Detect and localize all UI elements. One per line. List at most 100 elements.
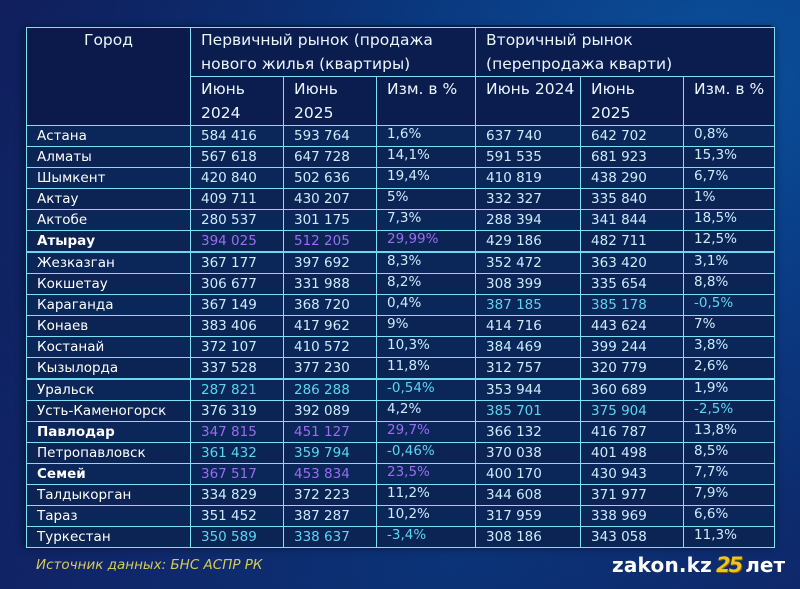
cell-primary-change: 23,5%	[375, 463, 477, 485]
cell-primary-2024: 361 432	[190, 442, 284, 464]
cell-secondary-2024: 385 701	[475, 400, 582, 422]
header-text: Июнь 2024	[486, 80, 575, 98]
cell-secondary-change: -0,5%	[683, 294, 776, 316]
column-header-secondary-2024: Июнь 2024	[475, 76, 582, 126]
cell-primary-2024: 567 618	[190, 146, 284, 168]
cell-city: Петропавловск	[26, 442, 191, 464]
cell-primary-2025: 502 636	[283, 167, 377, 189]
cell-secondary-change: 13,8%	[683, 421, 776, 443]
cell-secondary-change: 8,5%	[683, 442, 776, 464]
cell-secondary-2024: 366 132	[475, 421, 582, 443]
cell-secondary-change: 3,1%	[683, 251, 776, 274]
cell-primary-change: 5%	[375, 188, 477, 210]
cell-primary-change: 29,99%	[375, 230, 477, 253]
cell-secondary-2024: 352 472	[475, 251, 582, 274]
header-text: 2024	[201, 104, 241, 122]
cell-secondary-change: 8,8%	[683, 273, 776, 295]
table-row: Петропавловск 361 432 359 794 -0,46% 370 038…	[26, 442, 776, 464]
cell-city: Алматы	[26, 146, 191, 168]
cell-city: Атырау	[26, 230, 191, 253]
cell-primary-2025: 387 287	[283, 505, 377, 527]
cell-primary-2025: 301 175	[283, 209, 377, 231]
table-row: Шымкент 420 840 502 636 19,4% 410 819 438 290…	[26, 167, 776, 189]
cell-city: Актау	[26, 188, 191, 210]
cell-primary-2024: 337 528	[190, 357, 284, 380]
cell-secondary-2025: 341 844	[580, 209, 685, 231]
table-row: Жезказган 367 177 397 692 8,3% 352 472 363 42…	[26, 251, 776, 274]
table-row: Семей 367 517 453 834 23,5% 400 170 430 943 7,…	[26, 463, 776, 485]
cell-city: Павлодар	[26, 421, 191, 443]
cell-secondary-2025: 335 840	[580, 188, 685, 210]
housing-price-table: Город Первичный рынок (продажа нового жи…	[26, 27, 776, 548]
cell-primary-2024: 383 406	[190, 315, 284, 337]
table-row: Тараз 351 452 387 287 10,2% 317 959 338 969 6,…	[26, 505, 776, 527]
cell-secondary-2025: 430 943	[580, 463, 685, 485]
cell-secondary-2024: 312 757	[475, 357, 582, 380]
cell-secondary-2024: 400 170	[475, 463, 582, 485]
column-group-primary: Первичный рынок (продажа нового жилья (к…	[189, 27, 477, 77]
header-text: Изм. в %	[387, 80, 458, 98]
cell-primary-change: 4,2%	[375, 400, 477, 422]
header-text: Июнь	[201, 80, 245, 98]
cell-secondary-2024: 344 608	[475, 484, 582, 506]
cell-secondary-2025: 681 923	[580, 146, 685, 168]
anniversary-25-icon: 25	[716, 553, 743, 577]
cell-primary-2025: 417 962	[283, 315, 377, 337]
header-text	[694, 101, 774, 125]
cell-secondary-change: 6,7%	[683, 167, 776, 189]
table-row: Туркестан 350 589 338 637 -3,4% 308 186 343 0…	[26, 526, 776, 548]
cell-primary-change: 8,2%	[375, 273, 477, 295]
cell-primary-change: 8,3%	[375, 251, 477, 274]
cell-primary-2025: 377 230	[283, 357, 377, 380]
cell-primary-2024: 306 677	[190, 273, 284, 295]
header-text	[387, 101, 475, 125]
cell-city: Кокшетау	[26, 273, 191, 295]
cell-primary-2025: 647 728	[283, 146, 377, 168]
header-row-periods: Июнь 2024 Июнь 2025 Изм. в % Июнь 2024 И…	[27, 76, 776, 126]
cell-secondary-change: 15,3%	[683, 146, 776, 168]
table-row: Талдыкорган 334 829 372 223 11,2% 344 608 371…	[26, 484, 776, 506]
cell-primary-2025: 392 089	[283, 400, 377, 422]
cell-secondary-2025: 443 624	[580, 315, 685, 337]
table-row: Кокшетау 306 677 331 988 8,2% 308 399 335 654…	[26, 273, 776, 295]
cell-primary-2025: 331 988	[283, 273, 377, 295]
header-text: 2025	[294, 104, 334, 122]
cell-secondary-2025: 343 058	[580, 526, 685, 548]
cell-secondary-2025: 642 702	[580, 125, 685, 147]
cell-primary-change: 7,3%	[375, 209, 477, 231]
cell-city: Костанай	[26, 336, 191, 358]
secondary-group-line1: Вторичный рынок	[486, 31, 633, 49]
cell-primary-2024: 584 416	[190, 125, 284, 147]
header-text	[486, 101, 580, 125]
header-text: Изм. в %	[694, 80, 765, 98]
cell-primary-change: -0,54%	[375, 378, 477, 401]
cell-secondary-change: 3,8%	[683, 336, 776, 358]
cell-secondary-change: 1%	[683, 188, 776, 210]
cell-primary-change: 19,4%	[375, 167, 477, 189]
cell-city: Конаев	[26, 315, 191, 337]
cell-secondary-change: 18,5%	[683, 209, 776, 231]
header-text: Июнь	[294, 80, 338, 98]
cell-secondary-2025: 338 969	[580, 505, 685, 527]
brand-logo: zakon.kz 25 лет	[612, 551, 785, 579]
cell-secondary-2024: 410 819	[475, 167, 582, 189]
cell-primary-2024: 280 537	[190, 209, 284, 231]
table-row: Конаев 383 406 417 962 9% 414 716 443 624 7%	[26, 315, 776, 337]
cell-primary-2024: 287 821	[190, 378, 284, 401]
column-header-secondary-2025: Июнь 2025	[580, 76, 685, 126]
column-header-primary-2025: Июнь 2025	[283, 76, 377, 126]
cell-city: Шымкент	[26, 167, 191, 189]
cell-secondary-change: 2,6%	[683, 357, 776, 380]
cell-secondary-2024: 332 327	[475, 188, 582, 210]
cell-secondary-2025: 399 244	[580, 336, 685, 358]
cell-secondary-2025: 385 178	[580, 294, 685, 316]
cell-primary-change: 10,2%	[375, 505, 477, 527]
cell-primary-change: 11,8%	[375, 357, 477, 380]
cell-city: Талдыкорган	[26, 484, 191, 506]
cell-primary-2025: 372 223	[283, 484, 377, 506]
cell-primary-change: 1,6%	[375, 125, 477, 147]
cell-city: Семей	[26, 463, 191, 485]
cell-city: Тараз	[26, 505, 191, 527]
cell-city: Усть-Каменогорск	[26, 400, 191, 422]
cell-city: Туркестан	[26, 526, 191, 548]
